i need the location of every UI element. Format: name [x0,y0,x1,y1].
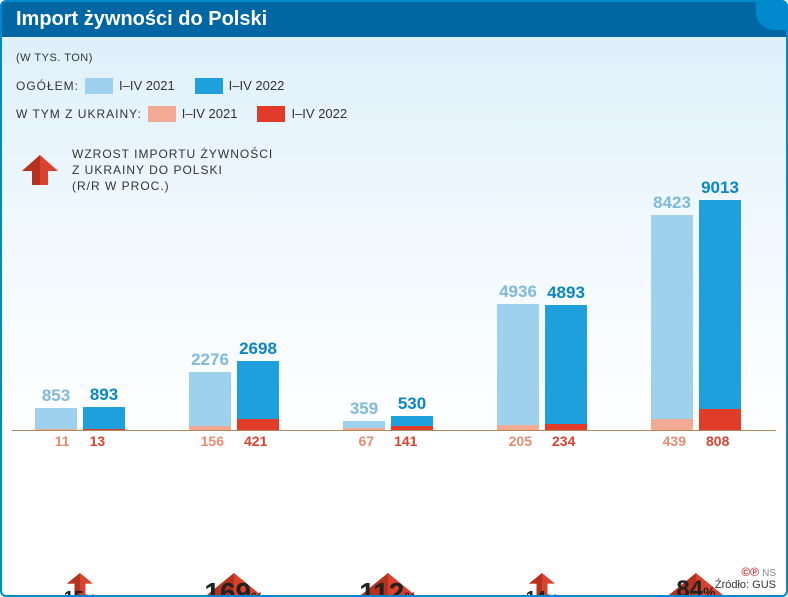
swatch-total-2022 [195,78,223,94]
bar-value-2021: 4936 [497,282,539,302]
bar-seg-total [189,372,231,426]
ukraine-value-pair: 205 234 [482,433,602,449]
bar-value-2022: 4893 [545,283,587,303]
legend-period1-b: I–IV 2021 [182,101,238,127]
growth-pct: 169% [174,577,294,597]
growth-item: 15% zwierzęta żywe, produkty pochodzenia… [20,573,140,597]
source: Źródło: GUS [715,579,776,591]
bar-2021: 8423 [651,215,693,430]
title-bar: Import żywności do Polski [2,2,786,37]
bar-value-2021: 853 [35,386,77,406]
unit-label: (W TYS. TON) [16,52,93,64]
ns-mark: NS [762,568,776,579]
growth-pct: 14% [482,588,602,597]
swatch-ukr-2022 [257,106,285,122]
growth-arrow-wrap: 14% [482,573,602,597]
bar-pair: 8423 9013 [636,200,756,430]
ukr-value-2021: 156 [201,433,224,449]
bar-value-2021: 2276 [189,350,231,370]
bar-value-2022: 2698 [237,339,279,359]
growth-item: 112% tłuszcze i oleje pochodzenia zwierz… [328,573,448,597]
ukraine-value-pair: 439 808 [636,433,756,449]
copyright: ©℗ [741,565,759,579]
ukr-value-2022: 141 [394,433,417,449]
bar-2021: 2276 [189,372,231,430]
growth-pct: 15% [20,588,140,597]
bar-seg-total [237,361,279,419]
legend-total-label: OGÓŁEM: [16,73,79,99]
bar-pair: 2276 2698 [174,361,294,430]
title: Import żywności do Polski [16,8,267,30]
bar-seg-total [545,305,587,424]
ukr-value-2022: 234 [552,433,575,449]
bar-seg-ukr [699,409,741,430]
legend-ukr-row: W TYM Z UKRAINY: I–IV 2021 I–IV 2022 [16,101,361,127]
bar-value-2022: 893 [83,385,125,405]
growth-pct: 112% [328,577,448,597]
ukraine-value-pair: 67 141 [328,433,448,449]
ukr-value-2022: 421 [244,433,267,449]
bar-value-2021: 359 [343,399,385,419]
bar-seg-total [83,407,125,429]
arrow-note-2: Z UKRAINY DO POLSKI [72,162,273,178]
pct-sign: % [404,589,416,597]
legend-period2-b: I–IV 2022 [291,101,347,127]
pct-sign: % [251,589,263,597]
swatch-ukr-2021 [148,106,176,122]
ukr-value-2021: 67 [359,433,375,449]
footer: ©℗ NS Źródło: GUS [715,565,776,591]
bar-chart: 853 893 2276 2698 35 [2,180,786,430]
bar-seg-total [391,416,433,426]
bar-2021: 359 [343,421,385,430]
bar-seg-total [699,200,741,409]
bar-seg-total [35,408,77,429]
ukr-value-2021: 439 [663,433,686,449]
bar-2022: 9013 [699,200,741,430]
bar-2021: 4936 [497,304,539,430]
growth-arrow-wrap: 112% [328,573,448,597]
bar-seg-total [497,304,539,425]
infographic-frame: Import żywności do Polski (W TYS. TON) O… [0,0,788,597]
swatch-total-2021 [85,78,113,94]
ukraine-value-pair: 11 13 [20,433,140,449]
arrow-note-1: WZROST IMPORTU ŻYWNOŚCI [72,146,273,162]
legend-period1-a: I–IV 2021 [119,73,175,99]
legend-period2-a: I–IV 2022 [229,73,285,99]
growth-item: 14% gotowe artykuły spożywcze [482,573,602,597]
bar-2022: 2698 [237,361,279,430]
bar-2022: 893 [83,407,125,430]
legend-ukr-label: W TYM Z UKRAINY: [16,101,142,127]
ukraine-values-row: 11 13 156 421 67 141 205 234 439 808 [2,433,786,451]
bar-seg-total [651,215,693,419]
bar-2022: 530 [391,416,433,430]
bar-value-2022: 530 [391,394,433,414]
baseline [12,430,776,431]
growth-item: 169% produkty pochodzenia roślinnego [174,573,294,597]
legend-total-row: OGÓŁEM: I–IV 2021 I–IV 2022 [16,73,361,99]
bar-2022: 4893 [545,305,587,430]
growth-arrow-wrap: 15% [20,573,140,597]
bar-pair: 853 893 [20,407,140,430]
bar-pair: 4936 4893 [482,304,602,430]
bar-value-2022: 9013 [699,178,741,198]
ukr-value-2022: 13 [90,433,106,449]
legend: (W TYS. TON) OGÓŁEM: I–IV 2021 I–IV 2022… [16,44,361,127]
ukr-value-2021: 205 [509,433,532,449]
ukraine-value-pair: 156 421 [174,433,294,449]
growth-arrow-wrap: 169% [174,573,294,597]
bar-2021: 853 [35,408,77,430]
ukr-value-2022: 808 [706,433,729,449]
bar-value-2021: 8423 [651,193,693,213]
bar-seg-ukr [237,419,279,430]
bar-seg-ukr [651,419,693,430]
pct-sign: % [703,584,715,597]
bar-seg-total [343,421,385,428]
ukr-value-2021: 11 [55,433,70,449]
pct-sign: % [84,591,96,597]
pct-sign: % [546,591,558,597]
bar-pair: 359 530 [328,416,448,430]
